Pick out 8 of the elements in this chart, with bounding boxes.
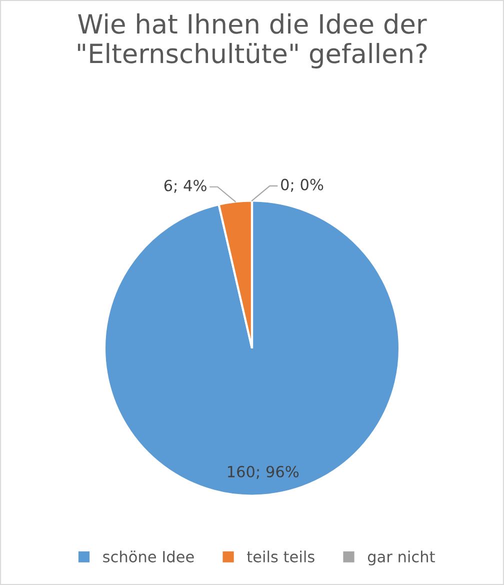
legend-label: gar nicht <box>368 550 435 566</box>
legend-label: teils teils <box>247 550 314 562</box>
chart-title: Wie hat Ihnen die Idee der "Elternschultüte" gefallen? <box>78 13 427 68</box>
pie-slice <box>103 200 401 497</box>
legend-label: schöne Idee <box>103 550 194 562</box>
text: 0; 0% <box>281 178 324 192</box>
data-label: 160; 96% <box>228 466 299 479</box>
data-label: 6; 4% <box>164 180 206 193</box>
